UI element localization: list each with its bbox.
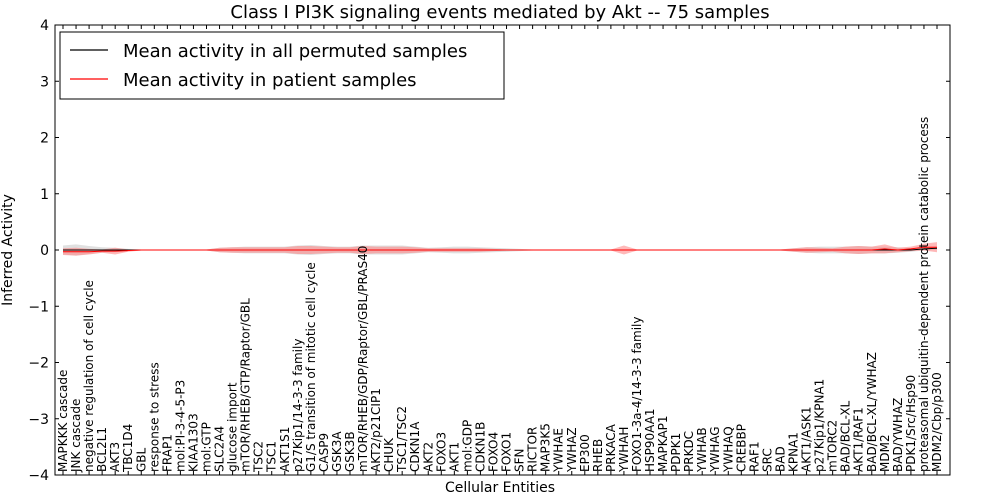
x-category-label: PRKDC xyxy=(682,431,696,472)
x-category-label: FRAP1 xyxy=(160,434,174,472)
x-category-label: AKT1S1 xyxy=(278,427,292,472)
y-tick-label: 4 xyxy=(40,18,49,34)
x-category-label: KPNA1 xyxy=(787,432,801,472)
x-category-label: BAD/BCL-XL/YWHAZ xyxy=(865,352,879,472)
x-category-label: FOXO3 xyxy=(434,432,448,472)
x-category-label: YWHAH xyxy=(617,427,631,473)
y-tick-label: 2 xyxy=(40,131,49,147)
series-band-1 xyxy=(63,242,937,256)
x-category-label: mTOR/RHEB/GDP/Raptor/GBL/PRAS40 xyxy=(356,246,370,472)
x-category-label: BAD/YWHAZ xyxy=(891,398,905,472)
x-category-label: HSP90AA1 xyxy=(643,408,657,472)
x-category-label: PDPK1 xyxy=(669,433,683,472)
x-category-label: FOXO1-3a-4/14-3-3 family xyxy=(630,317,644,473)
x-category-label: PDK1/Src/Hsp90 xyxy=(904,375,918,472)
legend-label-patient: Mean activity in patient samples xyxy=(123,70,417,91)
x-category-label: AKT2/p21CIP1 xyxy=(369,388,383,472)
x-category-label: BAD/BCL-XL xyxy=(839,400,853,472)
x-category-label: MDM2 xyxy=(878,434,892,472)
x-category-label: p27Kip1/KPNA1 xyxy=(813,379,827,472)
x-category-label: SLC2A4 xyxy=(213,426,227,472)
y-tick-label: 3 xyxy=(40,74,49,90)
x-category-label: BAD xyxy=(773,446,787,472)
x-category-label: G1/S transition of mitotic cell cycle xyxy=(304,262,318,472)
x-category-label: CREBBP xyxy=(734,424,748,472)
x-category-label: GBL xyxy=(134,447,148,472)
x-category-label: negative regulation of cell cycle xyxy=(82,280,96,472)
x-category-label: AKT1/ASK1 xyxy=(800,407,814,472)
x-category-label: SRC xyxy=(760,448,774,472)
x-category-label: TSC1 xyxy=(265,441,279,473)
y-tick-label: −3 xyxy=(28,412,49,428)
series-line-1 xyxy=(63,246,937,253)
x-category-label: MAPKAP1 xyxy=(656,415,670,472)
x-category-label: YWHAZ xyxy=(565,427,579,473)
x-category-label: CHUK xyxy=(382,437,396,472)
x-category-label: YWHAQ xyxy=(721,426,735,473)
x-axis-label: Cellular Entities xyxy=(445,480,555,496)
x-category-label: YWHAB xyxy=(695,427,709,473)
x-category-label: SFN xyxy=(513,449,527,473)
x-category-label: RICTOR xyxy=(526,427,540,472)
x-category-label: BCL2L1 xyxy=(95,427,109,472)
x-category-label: MAPKKK cascade xyxy=(56,370,70,472)
x-category-label: YWHAG xyxy=(708,426,722,473)
y-tick-label: −2 xyxy=(28,356,49,372)
legend-label-permuted: Mean activity in all permuted samples xyxy=(123,41,467,62)
x-category-label: mol:GDP xyxy=(460,420,474,472)
y-axis-label: Inferred Activity xyxy=(0,194,16,306)
x-category-label: AKT1 xyxy=(447,442,461,472)
x-category-label: CDKN1B xyxy=(473,422,487,472)
x-category-label: GSK3B xyxy=(343,431,357,472)
x-category-label: RHEB xyxy=(591,439,605,472)
y-tick-label: −1 xyxy=(28,299,49,315)
x-category-label: mol:PI-3-4-5-P3 xyxy=(173,380,187,472)
x-category-label: TSC2 xyxy=(252,441,266,473)
x-category-label: response to stress xyxy=(147,362,161,472)
x-category-label: CASP9 xyxy=(317,433,331,472)
x-category-label: TSC1/TSC2 xyxy=(395,406,409,473)
x-category-label: glucose import xyxy=(226,382,240,472)
x-category-label: AKT2 xyxy=(421,442,435,472)
x-category-label: p27Kip1/14-3-3 family xyxy=(291,339,305,472)
legend: Mean activity in all permuted samples Me… xyxy=(59,31,505,100)
y-tick-label: 1 xyxy=(40,187,49,203)
x-category-label: MAP3K5 xyxy=(539,423,553,472)
x-category-label: CDKN1A xyxy=(408,421,422,472)
x-category-label: YWHAE xyxy=(552,428,566,473)
x-category-label: TBC1D4 xyxy=(121,424,135,473)
x-category-label: AKT3 xyxy=(108,442,122,472)
x-category-label: mTORC2 xyxy=(826,420,840,472)
x-category-label: proteasomal ubiquitin-dependent protein … xyxy=(917,117,931,472)
x-category-label: mol:GTP xyxy=(199,422,213,472)
x-category-label: EP300 xyxy=(578,434,592,472)
x-category-label: MDM2/Cbp/p300 xyxy=(930,372,944,472)
x-category-label: GSK3A xyxy=(330,431,344,472)
legend-box xyxy=(59,31,505,100)
chart-title: Class I PI3K signaling events mediated b… xyxy=(230,2,769,23)
x-category-label: FOXO1 xyxy=(500,432,514,472)
x-category-label: AKT1/RAF1 xyxy=(852,407,866,472)
x-category-label: mTOR/RHEB/GTP/Raptor/GBL xyxy=(239,298,253,472)
x-category-label: FOXO4 xyxy=(486,432,500,472)
y-tick-label: −4 xyxy=(28,468,49,484)
x-category-label: RAF1 xyxy=(747,441,761,472)
x-category-label: KIAA1303 xyxy=(186,413,200,472)
y-tick-label: 0 xyxy=(40,243,49,259)
x-category-label: JNK cascade xyxy=(69,399,83,473)
x-category-label: PRKACA xyxy=(604,423,618,472)
